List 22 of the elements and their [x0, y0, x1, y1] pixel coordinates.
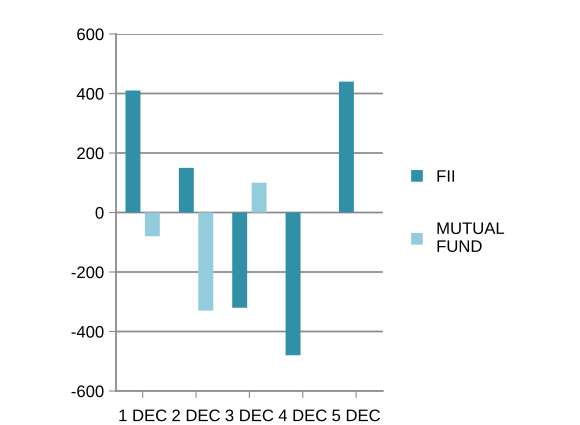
bar	[232, 212, 248, 308]
bar	[338, 82, 354, 212]
bar	[198, 212, 214, 311]
bar	[144, 212, 160, 236]
y-tick-label: 400	[76, 88, 104, 100]
x-tick-label: 1 DEC	[119, 409, 167, 422]
bar	[178, 168, 194, 212]
bar	[252, 182, 267, 212]
x-tick-label: 4 DEC	[278, 409, 327, 422]
bar	[286, 212, 301, 356]
x-tick-label: 5 DEC	[332, 409, 380, 422]
y-tick-label: 600	[77, 28, 104, 40]
y-tick-label: -400	[72, 326, 104, 338]
y-tick-label: 200	[77, 147, 104, 160]
y-tick-label: 0	[96, 206, 104, 219]
legend-label: MUTUAL FUND	[438, 222, 504, 252]
x-tick-label: 2 DEC	[172, 409, 220, 422]
bar	[126, 90, 140, 212]
y-tick-label: -200	[72, 266, 104, 278]
legend-label: FII	[438, 170, 454, 182]
y-tick-label: -600	[72, 385, 104, 398]
x-tick-label: 3 DEC	[225, 409, 274, 422]
